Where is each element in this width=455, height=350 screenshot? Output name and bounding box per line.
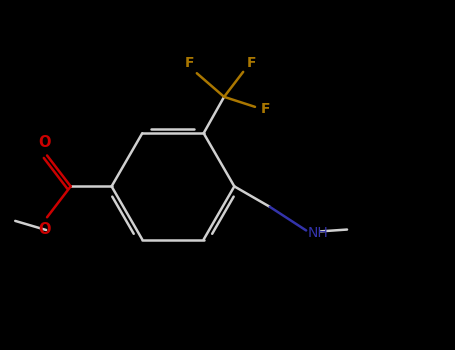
Text: F: F bbox=[260, 102, 270, 116]
Text: F: F bbox=[185, 56, 195, 70]
Text: O: O bbox=[39, 135, 51, 150]
Text: O: O bbox=[39, 223, 51, 238]
Text: NH: NH bbox=[308, 226, 329, 240]
Text: F: F bbox=[247, 56, 256, 70]
